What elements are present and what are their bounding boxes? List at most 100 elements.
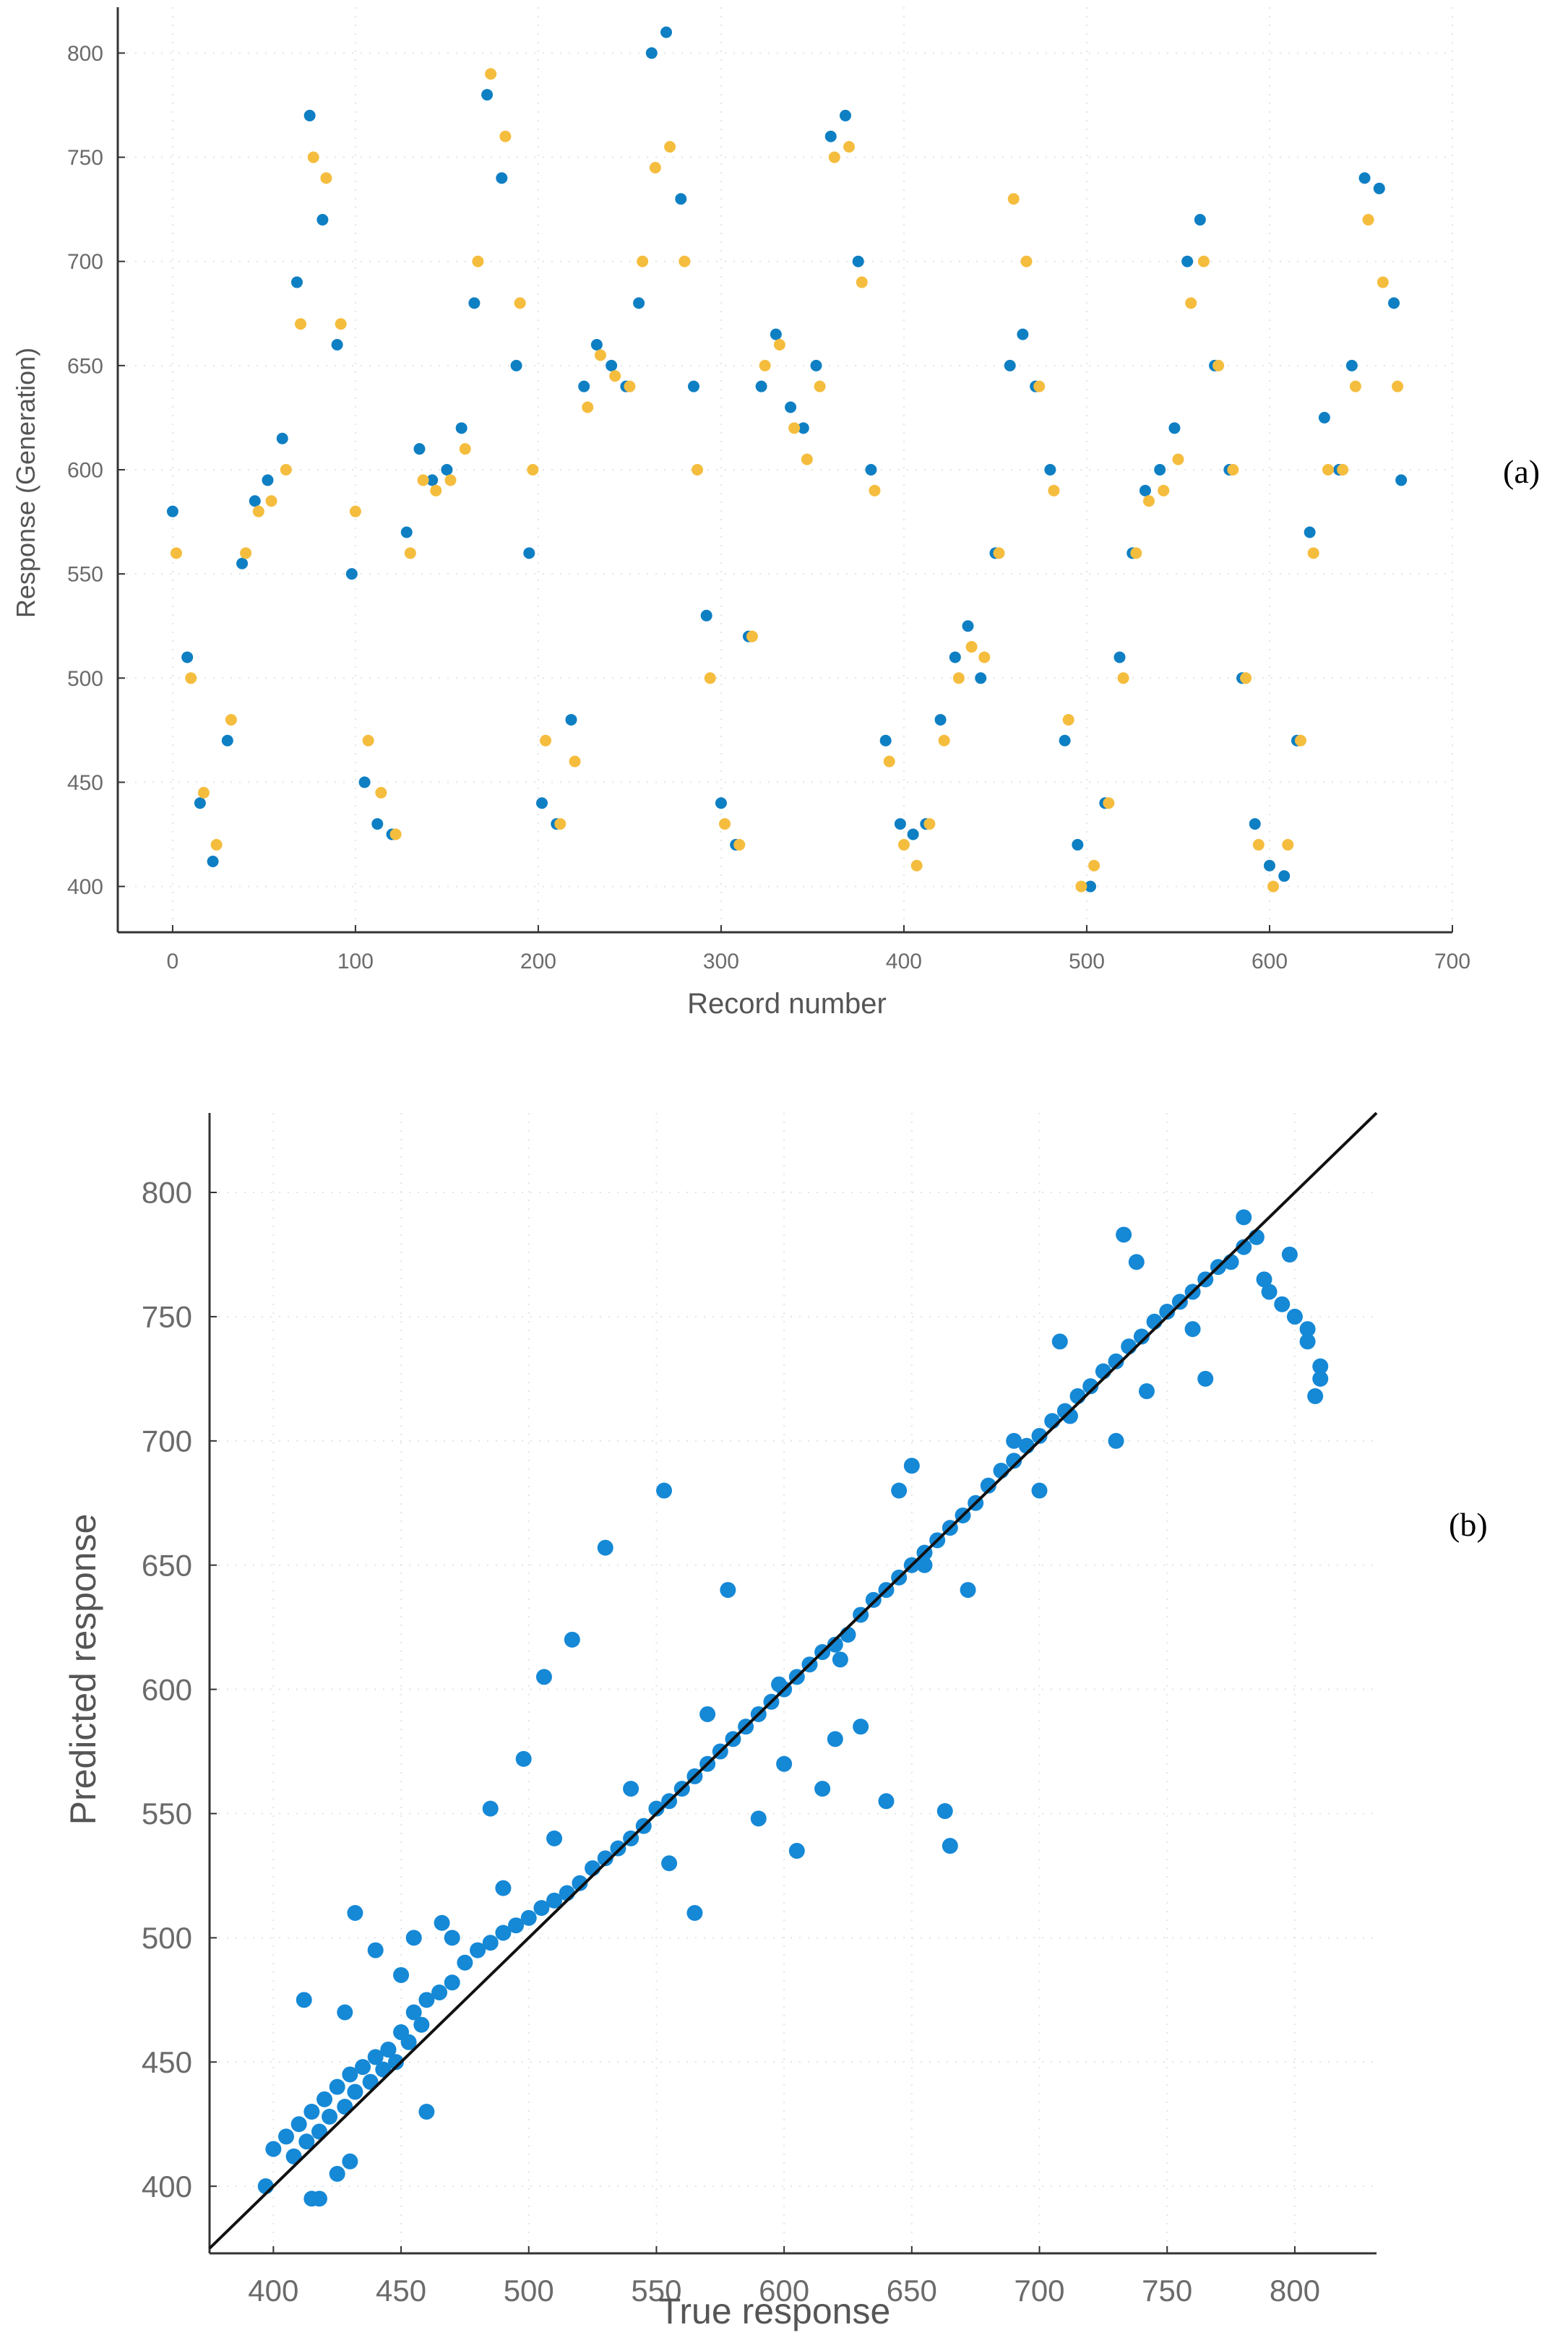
data-point xyxy=(1006,1432,1022,1449)
data-point xyxy=(1116,1226,1132,1243)
data-point xyxy=(1318,411,1330,423)
data-point xyxy=(303,109,316,121)
y-tick-label: 750 xyxy=(67,146,103,170)
data-point xyxy=(1278,870,1291,882)
data-point xyxy=(295,318,307,330)
panel-b-chart: 400 450 500 550 600 650 700 750 800 400 450 500 550 6… xyxy=(63,1111,1488,2331)
data-point xyxy=(975,672,987,684)
data-point xyxy=(1349,380,1361,392)
data-point xyxy=(400,2034,417,2050)
data-point xyxy=(470,1942,486,1958)
x-tick-label: 600 xyxy=(1252,950,1288,973)
data-point xyxy=(1033,380,1046,392)
data-point xyxy=(788,1843,805,1859)
panel-b-gridlines xyxy=(210,1113,1377,2253)
data-point xyxy=(413,443,426,455)
data-point xyxy=(720,1582,736,1599)
data-point xyxy=(337,2099,353,2115)
series-2 xyxy=(170,68,1404,893)
data-point xyxy=(839,109,851,121)
data-point xyxy=(367,1942,384,1958)
data-point xyxy=(1061,1408,1078,1424)
data-point xyxy=(1185,297,1197,309)
data-point xyxy=(316,2091,333,2107)
data-point xyxy=(1236,1209,1252,1226)
data-point xyxy=(1108,1353,1124,1369)
y-tick-label: 400 xyxy=(67,875,103,899)
data-point xyxy=(952,672,965,684)
data-point xyxy=(405,2004,422,2021)
data-point xyxy=(938,734,950,747)
data-point xyxy=(594,349,606,361)
data-point xyxy=(891,1482,908,1499)
data-point xyxy=(362,2073,379,2090)
data-point xyxy=(719,818,731,830)
data-point xyxy=(776,1755,793,1772)
data-point xyxy=(278,2128,295,2145)
x-tick-label: 500 xyxy=(504,2274,554,2308)
data-point xyxy=(1282,838,1294,851)
data-point xyxy=(320,172,332,184)
data-point xyxy=(444,1974,460,1991)
data-point xyxy=(280,464,292,476)
data-point xyxy=(1108,1432,1124,1449)
data-point xyxy=(355,2059,371,2076)
data-point xyxy=(788,422,801,434)
data-point xyxy=(679,255,691,267)
data-point xyxy=(1004,359,1016,371)
data-point xyxy=(1388,297,1400,309)
data-point xyxy=(495,1925,512,1941)
data-point xyxy=(1007,193,1020,205)
data-point xyxy=(942,1838,958,1854)
data-point xyxy=(934,713,947,726)
panel-a-y-axis-label: Response (Generation) xyxy=(11,348,40,618)
data-point xyxy=(1299,1333,1316,1350)
data-point xyxy=(434,1914,450,1931)
data-point xyxy=(1236,1239,1252,1255)
data-point xyxy=(417,474,429,486)
y-tick-label: 500 xyxy=(67,667,103,691)
data-point xyxy=(606,359,618,371)
data-point xyxy=(181,651,194,663)
data-point xyxy=(468,297,481,309)
data-point xyxy=(1307,1388,1324,1404)
data-point xyxy=(687,380,699,392)
x-tick-label: 800 xyxy=(1270,2274,1320,2308)
data-point xyxy=(296,1992,312,2008)
data-point xyxy=(637,255,649,267)
y-tick-label: 750 xyxy=(142,1300,192,1334)
data-point xyxy=(329,2165,345,2182)
data-point xyxy=(276,432,288,444)
data-point xyxy=(1130,547,1142,559)
data-point xyxy=(1286,1308,1303,1325)
data-point xyxy=(773,339,785,351)
data-point xyxy=(1103,797,1115,809)
y-tick-label: 550 xyxy=(142,1797,192,1831)
data-point xyxy=(459,443,471,455)
data-point xyxy=(1044,464,1056,476)
data-point xyxy=(290,276,303,288)
data-point xyxy=(661,1855,678,1872)
data-point xyxy=(624,380,636,392)
data-point xyxy=(441,464,453,476)
data-point xyxy=(715,797,727,809)
data-point xyxy=(755,380,767,392)
data-point xyxy=(879,734,892,747)
panel-a-tick-labels: 0 100 200 300 400 500 600 700 400 450 500 550 600 650… xyxy=(67,42,1470,973)
data-point xyxy=(444,1930,460,1946)
data-point xyxy=(1312,1370,1329,1387)
data-point xyxy=(262,474,274,486)
data-point xyxy=(413,2016,430,2033)
data-point xyxy=(814,1781,831,1797)
data-point xyxy=(342,2153,358,2170)
data-point xyxy=(404,547,416,559)
data-point xyxy=(980,1477,996,1494)
x-tick-label: 100 xyxy=(337,950,374,973)
data-point xyxy=(827,1731,843,1747)
data-point xyxy=(623,1781,639,1797)
data-point xyxy=(810,359,822,371)
data-point xyxy=(1249,818,1261,830)
data-point xyxy=(375,2061,392,2078)
data-point xyxy=(405,1930,422,1946)
